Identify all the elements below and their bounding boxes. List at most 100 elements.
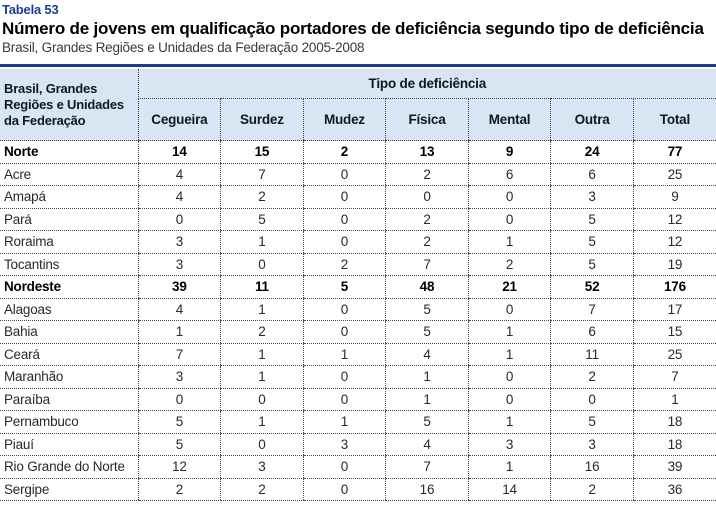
value-cell: 17 [632, 298, 716, 321]
value-cell: 0 [137, 388, 221, 411]
value-cell: 19 [632, 253, 716, 276]
value-cell: 0 [302, 478, 386, 501]
value-cell: 1 [467, 410, 551, 434]
page-subtitle: Brasil, Grandes Regiões e Unidades da Fe… [2, 40, 365, 55]
table-row: Norte 14 15 2 13 9 24 77 [0, 140, 716, 164]
table-row: Piauí 5 0 3 4 3 3 18 [0, 433, 716, 456]
row-label-cell: Amapá [0, 185, 139, 209]
value-cell: 52 [550, 275, 634, 299]
value-cell: 0 [302, 185, 386, 209]
column-header: Mental [467, 98, 551, 141]
value-cell: 0 [302, 208, 386, 231]
value-cell: 11 [550, 343, 634, 366]
value-cell: 2 [137, 478, 221, 501]
value-cell: 2 [220, 185, 304, 209]
value-cell: 2 [302, 140, 386, 164]
value-cell: 7 [220, 163, 304, 186]
value-cell: 0 [220, 253, 304, 276]
value-cell: 5 [385, 320, 469, 344]
value-cell: 5 [550, 410, 634, 434]
value-cell: 0 [220, 433, 304, 456]
column-header: Outra [550, 98, 634, 141]
value-cell: 0 [467, 298, 551, 321]
table-row: Bahia 1 2 0 5 1 6 15 [0, 320, 716, 344]
value-cell: 3 [302, 433, 386, 456]
value-cell: 7 [137, 343, 221, 366]
value-cell: 7 [385, 253, 469, 276]
row-label-cell: Maranhão [0, 365, 139, 389]
value-cell: 2 [385, 208, 469, 231]
value-cell: 0 [302, 298, 386, 321]
value-cell: 176 [632, 275, 716, 299]
value-cell: 6 [467, 163, 551, 186]
table-row: Paraíba 0 0 0 1 0 0 1 [0, 388, 716, 411]
value-cell: 1 [220, 365, 304, 389]
value-cell: 25 [632, 163, 716, 186]
value-cell: 25 [632, 343, 716, 366]
value-cell: 4 [385, 343, 469, 366]
value-cell: 7 [385, 455, 469, 479]
value-cell: 1 [385, 388, 469, 411]
value-cell: 1 [467, 455, 551, 479]
page-title: Número de jovens em qualificação portado… [2, 19, 704, 38]
value-cell: 48 [385, 275, 469, 299]
row-label-cell: Tocantins [0, 253, 139, 276]
value-cell: 0 [550, 388, 634, 411]
group-header-cell: Tipo de deficiência [137, 69, 716, 99]
value-cell: 2 [220, 320, 304, 344]
value-cell: 15 [632, 320, 716, 344]
value-cell: 13 [385, 140, 469, 164]
value-cell: 0 [467, 208, 551, 231]
deficiency-table: Brasil, Grandes Regiões e Unidades da Fe… [0, 69, 716, 501]
value-cell: 2 [220, 478, 304, 501]
table-row: Pernambuco 5 1 1 5 1 5 18 [0, 410, 716, 434]
value-cell: 3 [550, 433, 634, 456]
value-cell: 16 [550, 455, 634, 479]
value-cell: 77 [632, 140, 716, 164]
value-cell: 16 [385, 478, 469, 501]
value-cell: 7 [632, 365, 716, 389]
table-row: Sergipe 2 2 0 16 14 2 36 [0, 478, 716, 501]
value-cell: 2 [302, 253, 386, 276]
table-header: Brasil, Grandes Regiões e Unidades da Fe… [0, 69, 716, 141]
value-cell: 0 [467, 185, 551, 209]
value-cell: 0 [385, 185, 469, 209]
value-cell: 9 [632, 185, 716, 209]
value-cell: 39 [137, 275, 221, 299]
value-cell: 4 [385, 433, 469, 456]
table-row: Acre 4 7 0 2 6 6 25 [0, 163, 716, 186]
value-cell: 21 [467, 275, 551, 299]
table-row: Maranhão 3 1 0 1 0 2 7 [0, 365, 716, 389]
value-cell: 1 [467, 343, 551, 366]
value-cell: 1 [302, 343, 386, 366]
value-cell: 4 [137, 298, 221, 321]
value-cell: 39 [632, 455, 716, 479]
column-header: Cegueira [137, 98, 221, 141]
value-cell: 11 [220, 275, 304, 299]
column-header-row: Cegueira Surdez Mudez Física Mental Outra Tota… [0, 98, 716, 141]
row-label-cell: Roraima [0, 230, 139, 254]
column-header: Física [385, 98, 469, 141]
value-cell: 14 [467, 478, 551, 501]
value-cell: 5 [137, 433, 221, 456]
table-row: Pará 0 5 0 2 0 5 12 [0, 208, 716, 231]
value-cell: 24 [550, 140, 634, 164]
column-header: Surdez [220, 98, 304, 141]
divider-rule [0, 64, 716, 67]
value-cell: 4 [137, 185, 221, 209]
value-cell: 1 [220, 298, 304, 321]
value-cell: 9 [467, 140, 551, 164]
value-cell: 5 [302, 275, 386, 299]
value-cell: 2 [385, 163, 469, 186]
value-cell: 5 [550, 208, 634, 231]
table-row: Rio Grande do Norte 12 3 0 7 1 16 39 [0, 455, 716, 479]
heading-block: Tabela 53 Número de jovens em qualificaç… [0, 0, 716, 56]
row-header-cell: Brasil, Grandes Regiões e Unidades da Fe… [0, 69, 139, 141]
value-cell: 0 [302, 365, 386, 389]
row-label-cell: Sergipe [0, 478, 139, 501]
value-cell: 5 [385, 410, 469, 434]
value-cell: 0 [302, 163, 386, 186]
value-cell: 1 [220, 343, 304, 366]
value-cell: 1 [467, 320, 551, 344]
